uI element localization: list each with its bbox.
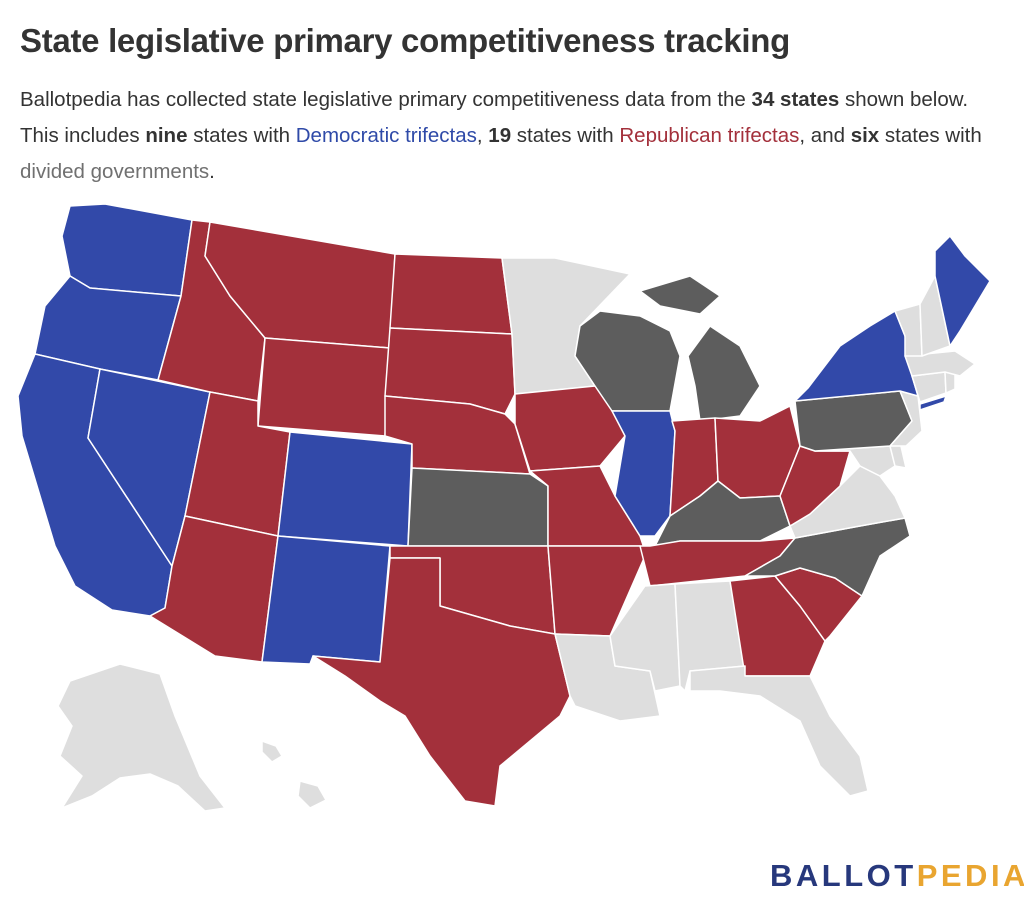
state-IL (611, 410, 676, 537)
chart-title: State legislative primary competitivenes… (20, 22, 790, 59)
state-VT (894, 303, 923, 357)
state-ND (389, 253, 513, 335)
state-TX (312, 557, 571, 807)
div-count: six (850, 124, 880, 147)
states-total: 34 states (751, 88, 840, 111)
state-CO (277, 431, 413, 547)
legend-divided-governments: divided governments (20, 160, 210, 183)
legend-republican-trifectas: Republican trifectas (619, 124, 800, 147)
dem-count: nine (145, 124, 188, 147)
state-FL (689, 665, 869, 797)
state-AK (57, 663, 226, 812)
ballotpedia-logo: BALLOTPEDIA (770, 858, 1024, 893)
chart-subtitle: Ballotpedia has collected state legislat… (20, 88, 982, 183)
state-MI (639, 275, 761, 422)
state-HI (261, 740, 327, 809)
state-NC (744, 517, 911, 597)
us-state-map (17, 203, 991, 812)
state-AR (547, 545, 646, 637)
state-ME (934, 235, 991, 347)
rep-count: 19 (488, 124, 512, 147)
state-MS (609, 583, 681, 692)
state-MA (904, 350, 976, 377)
state-KS (407, 467, 549, 547)
state-RI (944, 371, 956, 394)
state-NM (261, 535, 391, 665)
state-WI (574, 310, 681, 412)
state-WY (257, 337, 391, 437)
legend-democratic-trifectas: Democratic trifectas (295, 124, 477, 147)
